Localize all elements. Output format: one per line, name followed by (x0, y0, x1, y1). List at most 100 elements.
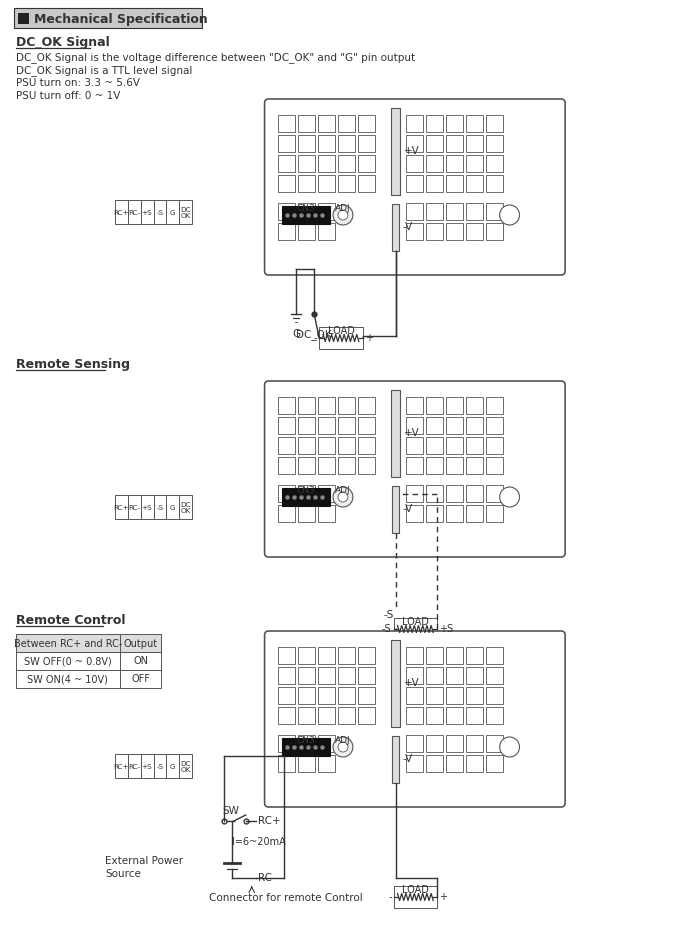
Bar (298, 457, 315, 474)
Bar (279, 735, 295, 752)
Text: CN3: CN3 (297, 204, 316, 213)
Text: RC+: RC+ (258, 816, 280, 826)
Bar (318, 505, 335, 522)
Bar (446, 667, 463, 684)
Text: -S: -S (383, 610, 393, 620)
Bar (446, 175, 463, 192)
Text: SW: SW (222, 806, 239, 816)
Bar (391, 390, 400, 477)
Bar (426, 115, 443, 132)
Text: DC
OK: DC OK (181, 502, 191, 514)
Bar (298, 115, 315, 132)
Text: CN3: CN3 (297, 736, 316, 745)
Bar (319, 327, 363, 349)
Bar (466, 667, 483, 684)
Bar (446, 397, 463, 414)
Bar (298, 397, 315, 414)
Bar (15, 652, 120, 670)
Bar (141, 495, 153, 519)
Bar (318, 647, 335, 664)
Bar (167, 754, 179, 778)
Bar (298, 175, 315, 192)
Bar (358, 397, 374, 414)
Bar (466, 417, 483, 434)
Circle shape (338, 742, 348, 752)
Circle shape (333, 205, 353, 225)
Bar (141, 754, 153, 778)
Bar (318, 457, 335, 474)
Bar (279, 505, 295, 522)
Bar (407, 505, 424, 522)
Text: +S: +S (141, 210, 153, 216)
Bar (466, 135, 483, 152)
Bar (446, 647, 463, 664)
Bar (298, 437, 315, 454)
Bar (283, 738, 330, 756)
Text: DC
OK: DC OK (181, 761, 191, 773)
Bar (466, 155, 483, 172)
Bar (466, 735, 483, 752)
Text: +V: +V (403, 678, 419, 688)
Bar (446, 735, 463, 752)
Bar (466, 687, 483, 704)
Bar (466, 457, 483, 474)
Bar (279, 175, 295, 192)
Bar (338, 667, 355, 684)
Text: Remote Control: Remote Control (15, 614, 125, 627)
FancyBboxPatch shape (265, 381, 565, 557)
Bar (446, 203, 463, 220)
Text: +V: +V (403, 146, 419, 156)
Bar (283, 206, 330, 224)
Bar (446, 437, 463, 454)
Bar (279, 203, 295, 220)
Bar (338, 135, 355, 152)
Bar (358, 647, 374, 664)
Bar (466, 755, 483, 772)
Bar (141, 200, 153, 224)
Bar (358, 417, 374, 434)
Text: RC+: RC+ (113, 764, 130, 770)
Text: -S: -S (156, 505, 164, 511)
Bar (279, 457, 295, 474)
Bar (486, 223, 503, 240)
Text: CN3: CN3 (297, 486, 316, 495)
Bar (153, 754, 167, 778)
Bar (279, 115, 295, 132)
Bar (426, 647, 443, 664)
Bar (298, 505, 315, 522)
Bar (298, 135, 315, 152)
Bar (486, 707, 503, 724)
Bar (14, 8, 202, 28)
Bar (426, 175, 443, 192)
Bar (167, 495, 179, 519)
Text: Connector for remote Control: Connector for remote Control (209, 893, 363, 903)
Bar (486, 505, 503, 522)
Text: G: G (170, 505, 176, 511)
Text: +: + (365, 333, 373, 343)
Text: +: + (439, 892, 447, 902)
Bar (338, 115, 355, 132)
Bar (338, 417, 355, 434)
Text: Between RC+ and RC-: Between RC+ and RC- (13, 639, 122, 649)
Bar (407, 437, 424, 454)
Bar (486, 175, 503, 192)
Bar (358, 155, 374, 172)
Bar (338, 687, 355, 704)
Bar (407, 647, 424, 664)
Bar (446, 155, 463, 172)
Bar (279, 155, 295, 172)
Bar (486, 485, 503, 502)
Bar (486, 647, 503, 664)
Bar (115, 754, 127, 778)
Bar (279, 437, 295, 454)
Bar (298, 735, 315, 752)
Bar (358, 437, 374, 454)
Bar (115, 495, 127, 519)
Bar (407, 175, 424, 192)
Text: RC+: RC+ (113, 210, 130, 216)
Bar (318, 223, 335, 240)
Bar (407, 203, 424, 220)
Bar (279, 223, 295, 240)
Bar (466, 203, 483, 220)
FancyBboxPatch shape (265, 631, 565, 807)
